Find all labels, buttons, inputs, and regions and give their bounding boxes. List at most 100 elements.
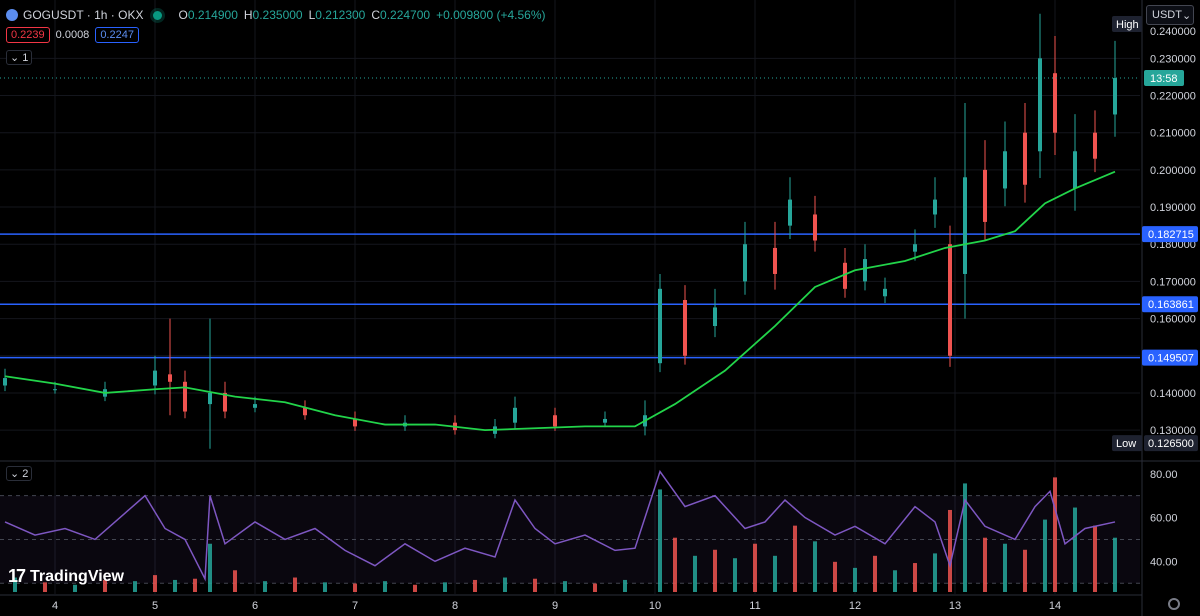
candle-body — [813, 214, 817, 241]
volume-bar — [443, 582, 447, 592]
volume-bar — [1043, 519, 1047, 592]
volume-bar — [233, 570, 237, 592]
candle-body — [1093, 132, 1097, 159]
low-label: Low — [1116, 438, 1136, 450]
candle-body — [743, 244, 747, 282]
low-label-badge — [1112, 435, 1142, 452]
candle-body — [883, 288, 887, 297]
volume-bar — [13, 577, 17, 592]
currency-label: USDT — [1152, 9, 1182, 21]
low-value-label: 0.126500 — [1148, 438, 1194, 450]
candle-body — [658, 288, 662, 364]
price-tick-label: 0.200000 — [1150, 165, 1196, 177]
spread-value: 0.0008 — [55, 29, 90, 41]
time-tick-label: 9 — [552, 600, 558, 612]
open-value: 0.214900 — [187, 8, 238, 22]
volume-bar — [833, 561, 837, 592]
volume-bar — [323, 582, 327, 592]
volume-bar — [623, 579, 627, 592]
candle-body — [153, 370, 157, 386]
price-tick-label: 0.210000 — [1150, 128, 1196, 140]
price-line-badge — [1142, 226, 1198, 243]
candle-body — [3, 378, 7, 386]
candle-body — [948, 244, 952, 356]
quote-badges: 0.2239 0.0008 0.2247 — [6, 27, 139, 43]
sell-price-button[interactable]: 0.2239 — [6, 27, 50, 43]
time-tick-label: 8 — [452, 600, 458, 612]
close-key: C — [371, 8, 381, 22]
volume-bar — [43, 582, 47, 592]
time-tick-label: 7 — [352, 600, 358, 612]
volume-bar — [963, 483, 967, 592]
price-tick-label: 0.180000 — [1150, 239, 1196, 251]
volume-bar — [773, 555, 777, 592]
high-key: H — [243, 8, 253, 22]
symbol-title[interactable]: GOGUSDT · 1h · OKX — [23, 8, 144, 22]
time-tick-label: 10 — [649, 600, 661, 612]
buy-price-button[interactable]: 0.2247 — [95, 27, 139, 43]
time-tick-label: 12 — [849, 600, 861, 612]
volume-bar — [153, 575, 157, 592]
currency-select[interactable]: USDT ⌄ — [1146, 5, 1194, 25]
volume-bar — [533, 578, 537, 592]
volume-bar — [593, 583, 597, 592]
osc-tick-label: 60.00 — [1150, 513, 1178, 525]
tradingview-logo[interactable]: 17 TradingView — [8, 566, 124, 587]
settings-gear-icon[interactable] — [1168, 598, 1180, 610]
close-value: 0.224700 — [380, 8, 431, 22]
volume-bar — [1023, 549, 1027, 592]
high-label-badge — [1112, 16, 1142, 32]
volume-bar — [473, 579, 477, 592]
candle-body — [208, 392, 212, 405]
main-pane-toggle[interactable]: ⌄ 1 — [6, 50, 33, 65]
price-tick-label: 0.140000 — [1150, 388, 1196, 400]
osc-pane-toggle[interactable]: ⌄ 2 — [6, 466, 33, 481]
candle-body — [983, 169, 987, 222]
price-tick-label: 0.170000 — [1150, 276, 1196, 288]
volume-bar — [383, 581, 387, 592]
candle-body — [913, 244, 917, 252]
candle-body — [863, 259, 867, 282]
volume-bar — [1093, 525, 1097, 592]
high-value-label: 0.240000 — [1150, 26, 1196, 38]
osc-tick-label: 80.00 — [1150, 469, 1178, 481]
tradingview-wordmark: TradingView — [30, 567, 124, 585]
volume-bar — [813, 541, 817, 592]
volume-bar — [658, 489, 662, 592]
candle-body — [353, 418, 357, 427]
candle-body — [253, 404, 257, 408]
rsi-line — [4, 469, 1116, 582]
volume-bar — [983, 537, 987, 592]
volume-bar — [853, 567, 857, 592]
candle-body — [1073, 151, 1077, 189]
chevron-down-icon: ⌄ — [1181, 9, 1192, 22]
countdown-label: 13:58 — [1150, 73, 1178, 85]
time-tick-label: 4 — [52, 600, 58, 612]
volume-bar — [1053, 477, 1057, 592]
volume-bar — [413, 584, 417, 592]
low-value-badge — [1144, 435, 1198, 452]
high-label: High — [1116, 19, 1139, 31]
low-value: 0.212300 — [315, 8, 366, 22]
osc-pane-tag: 2 — [22, 468, 29, 480]
moving-average-line — [4, 170, 1116, 432]
symbol-logo-icon — [6, 9, 18, 21]
chevron-down-icon: ⌄ — [10, 52, 20, 64]
time-tick-label: 5 — [152, 600, 158, 612]
volume-bar — [673, 537, 677, 592]
candle-body — [303, 407, 307, 416]
candle-body — [773, 247, 777, 274]
symbol-header: GOGUSDT · 1h · OKX O 0.214900 H 0.235000 L… — [6, 6, 546, 24]
candle-body — [183, 381, 187, 412]
volume-bar — [563, 581, 567, 592]
price-line-label: 0.182715 — [1148, 229, 1194, 241]
countdown-badge — [1144, 70, 1184, 87]
volume-bar — [173, 579, 177, 592]
volume-bar — [1073, 507, 1077, 592]
candle-body — [1003, 151, 1007, 189]
price-tick-label: 0.230000 — [1150, 53, 1196, 65]
price-tick-label: 0.130000 — [1150, 425, 1196, 437]
price-line-badge — [1142, 296, 1198, 313]
volume-bar — [1003, 543, 1007, 592]
